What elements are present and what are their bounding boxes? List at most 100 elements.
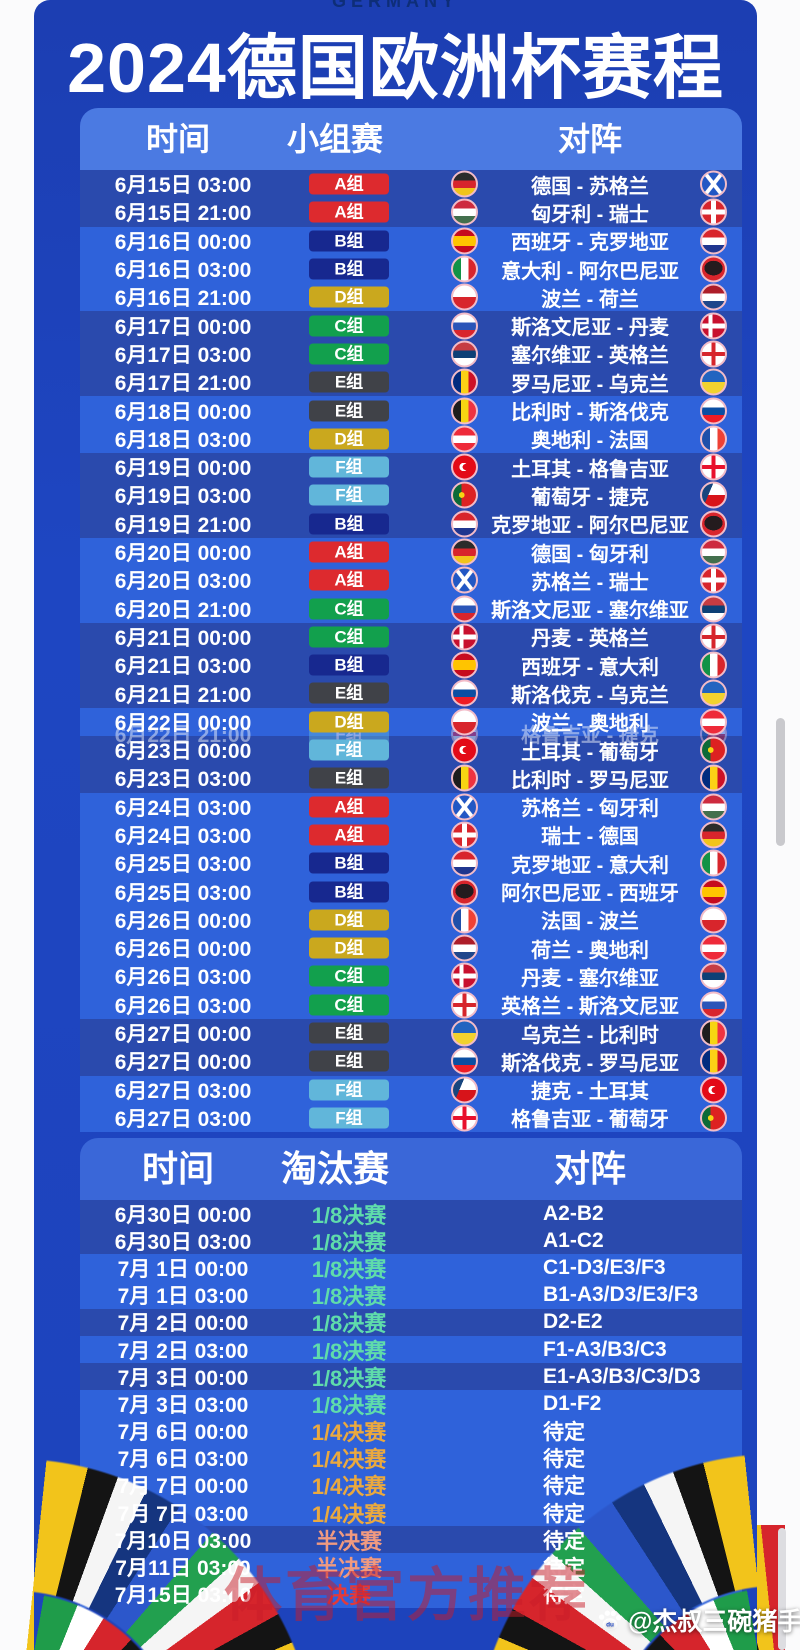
matchup-text: 罗马尼亚 - 乌克兰: [511, 373, 669, 396]
knockout-stage-table: 时间 淘汰赛 对阵 6月30日 00:00 1/8决赛 A2-B2 6月30日 03:…: [80, 1138, 742, 1608]
match-time: 6月26日 03:00: [114, 966, 252, 990]
match-result: C1-D3/E3/F3: [543, 1255, 666, 1279]
group-match-row: 6月16日 03:00 B组 意大利 - 阿尔巴尼亚: [80, 254, 742, 284]
group-badge: D组: [309, 428, 389, 450]
group-badge: C组: [309, 315, 389, 337]
match-time: 6月17日 03:00: [114, 343, 252, 367]
matchup-text: 斯洛伐克 - 罗马尼亚: [501, 1052, 679, 1075]
flag-hu-icon: [700, 793, 727, 821]
flag-dk-icon: [451, 623, 478, 651]
group-match-row: 6月21日 03:00 B组 西班牙 - 意大利: [80, 651, 742, 680]
stage-label: 1/4决赛: [311, 1447, 387, 1473]
flag-ch-icon: [700, 198, 727, 226]
match-time: 6月21日 00:00: [114, 626, 252, 650]
group-match-row: 6月24日 03:00 A组 瑞士 - 德国: [80, 820, 742, 850]
red-watermark-text: 体育官方推荐: [224, 1563, 591, 1628]
matchup-text: 丹麦 - 塞尔维亚: [521, 967, 659, 990]
group-match-row: 6月27日 00:00 E组 乌克兰 - 比利时: [80, 1018, 742, 1048]
flag-rs-icon: [700, 595, 727, 623]
group-match-row: 6月19日 03:00 F组 葡萄牙 - 捷克: [80, 481, 742, 510]
match-time: 6月20日 03:00: [114, 570, 252, 594]
header-matchup: 对阵: [557, 121, 622, 157]
page-title: 2024德国欧洲杯赛程: [67, 29, 724, 107]
stage-label: 1/8决赛: [311, 1284, 387, 1310]
flag-hr-icon: [451, 510, 478, 538]
stage-label: 1/8决赛: [311, 1392, 387, 1418]
svg-text:du: du: [606, 1622, 614, 1629]
match-time: 6月27日 03:00: [114, 1079, 252, 1103]
group-match-row: 6月27日 00:00 E组 斯洛伐克 - 罗马尼亚: [80, 1047, 742, 1076]
group-badge: A组: [309, 541, 389, 563]
group-badge: D组: [309, 937, 389, 959]
knockout-match-row: 7月 7日 00:00 1/4决赛 待定: [80, 1471, 742, 1499]
group-match-row: 6月18日 00:00 E组 比利时 - 斯洛伐克: [80, 396, 742, 425]
flag-hr-icon: [451, 849, 478, 877]
matchup-text: 西班牙 - 意大利: [521, 656, 659, 679]
flag-sk-icon: [700, 397, 727, 425]
matchup-text: 斯洛文尼亚 - 丹麦: [511, 317, 669, 340]
match-result: D1-F2: [543, 1391, 602, 1415]
match-time: 6月15日 03:00: [114, 174, 252, 198]
group-badge: B组: [309, 258, 389, 280]
flag-en-icon: [700, 623, 727, 651]
group-match-row: 6月19日 21:00 B组 克罗地亚 - 阿尔巴尼亚: [80, 509, 742, 538]
group-badge: F组: [309, 739, 389, 761]
group-match-row: 6月20日 03:00 A组 苏格兰 - 瑞士: [80, 566, 742, 595]
matchup-text: 匈牙利 - 瑞士: [531, 203, 649, 226]
group-badge: B组: [309, 230, 389, 252]
flag-en-icon: [700, 340, 727, 368]
matchup-text: 葡萄牙 - 捷克: [531, 486, 649, 509]
arch-left-margin-decoration: [0, 1495, 34, 1650]
match-time: 6月19日 00:00: [114, 457, 252, 481]
flag-es-icon: [451, 651, 478, 679]
group-match-row: 6月20日 21:00 C组 斯洛文尼亚 - 塞尔维亚: [80, 594, 742, 623]
flag-si-icon: [451, 595, 478, 623]
group-match-row: 6月16日 00:00 B组 西班牙 - 克罗地亚: [80, 226, 742, 255]
group-stage-table: 时间 小组赛 对阵 6月15日 03:00 A组 德国 - 苏格兰 6月15日 21:…: [80, 108, 742, 1133]
match-result: B1-A3/D3/E3/F3: [543, 1283, 699, 1307]
group-match-row: 6月26日 00:00 D组 荷兰 - 奥地利: [80, 934, 742, 963]
flag-it-icon: [700, 651, 727, 679]
matchup-text: 意大利 - 阿尔巴尼亚: [501, 260, 679, 283]
group-badge: B组: [309, 654, 389, 676]
scrollbar-thumb-lower[interactable]: [778, 1528, 786, 1650]
match-time: 6月24日 03:00: [114, 796, 252, 820]
stage-label: 1/8决赛: [311, 1202, 387, 1228]
flag-ua-icon: [451, 1019, 478, 1047]
match-time: 7月 3日 00:00: [117, 1366, 249, 1390]
matchup-text: 苏格兰 - 匈牙利: [521, 798, 659, 821]
euro2024-schedule-poster: GERMANY 2024德国欧洲杯赛程 时间 小组赛 对阵 6月15日 03:0…: [34, 0, 757, 1650]
match-time: 6月23日 03:00: [114, 768, 252, 792]
matchup-text: 斯洛伐克 - 乌克兰: [511, 685, 669, 707]
flag-sk-icon: [451, 679, 478, 707]
match-time: 6月19日 21:00: [114, 513, 252, 537]
match-time: 6月18日 03:00: [114, 428, 252, 452]
group-badge: A组: [309, 796, 389, 818]
flag-ge-icon: [451, 1104, 478, 1132]
match-time: 7月 7日 00:00: [117, 1475, 249, 1499]
matchup-text: 比利时 - 斯洛伐克: [511, 402, 669, 425]
match-result: 待定: [543, 1475, 585, 1499]
match-time: 6月27日 00:00: [114, 1051, 252, 1075]
flag-ua-icon: [700, 368, 727, 396]
group-badge: B组: [309, 852, 389, 874]
group-match-row: 6月20日 00:00 A组 德国 - 匈牙利: [80, 537, 742, 567]
matchup-text: 波兰 - 奥地利: [531, 713, 649, 736]
group-badge: C组: [309, 994, 389, 1016]
knockout-match-row: 7月 1日 03:00 1/8决赛 B1-A3/D3/E3/F3: [80, 1281, 742, 1310]
flag-ro-icon: [451, 368, 478, 396]
group-match-row: 6月15日 21:00 A组 匈牙利 - 瑞士: [80, 198, 742, 227]
group-badge: E组: [309, 1022, 389, 1044]
group-badge: E组: [309, 400, 389, 422]
germany-label: GERMANY: [331, 0, 459, 11]
match-time: 6月16日 21:00: [114, 287, 252, 311]
flag-tr-icon: [451, 736, 478, 764]
match-time: 6月24日 03:00: [114, 824, 252, 848]
group-match-row: 6月15日 03:00 A组 德国 - 苏格兰: [80, 170, 742, 199]
header-matchup: 对阵: [553, 1148, 626, 1189]
match-time: 6月20日 21:00: [114, 598, 252, 622]
flag-nl-icon: [451, 934, 478, 962]
scrollbar-thumb[interactable]: [776, 718, 785, 846]
flag-ro-icon: [700, 1047, 727, 1075]
